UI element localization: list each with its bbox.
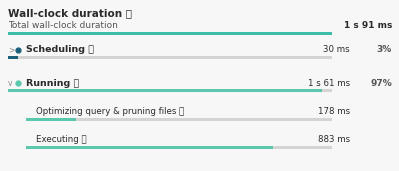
Bar: [8, 56, 18, 59]
Text: 178 ms: 178 ms: [318, 108, 350, 116]
Text: >: >: [8, 45, 14, 55]
Bar: [26, 118, 332, 121]
Bar: [26, 146, 273, 149]
Bar: [8, 89, 322, 92]
Bar: [8, 32, 332, 35]
Text: Optimizing query & pruning files ⓘ: Optimizing query & pruning files ⓘ: [36, 108, 184, 116]
Bar: [26, 146, 332, 149]
Bar: [8, 89, 332, 92]
Text: Executing ⓘ: Executing ⓘ: [36, 135, 87, 144]
Text: 97%: 97%: [370, 78, 392, 88]
Text: Wall-clock duration ⓘ: Wall-clock duration ⓘ: [8, 8, 132, 18]
Text: 1 s 91 ms: 1 s 91 ms: [344, 22, 392, 30]
Text: Total wall-clock duration: Total wall-clock duration: [8, 22, 118, 30]
Text: v: v: [8, 78, 12, 88]
Bar: [8, 56, 332, 59]
Bar: [26, 118, 76, 121]
Text: 1 s 61 ms: 1 s 61 ms: [308, 78, 350, 88]
Text: 3%: 3%: [377, 45, 392, 55]
Text: Scheduling ⓘ: Scheduling ⓘ: [26, 45, 94, 55]
Bar: [8, 32, 332, 35]
Text: Running ⓘ: Running ⓘ: [26, 78, 79, 88]
Text: 30 ms: 30 ms: [323, 45, 350, 55]
Text: 883 ms: 883 ms: [318, 135, 350, 144]
